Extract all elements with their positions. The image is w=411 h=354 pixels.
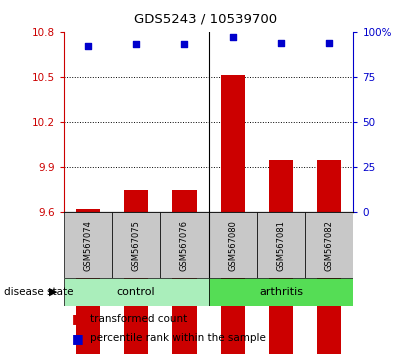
Bar	[172, 190, 196, 354]
Bar	[305, 212, 353, 278]
Bar	[221, 75, 245, 354]
Point	[278, 40, 284, 46]
Text: GSM567076: GSM567076	[180, 219, 189, 271]
Bar	[124, 190, 148, 354]
Bar	[64, 212, 112, 278]
Text: ▶: ▶	[49, 287, 58, 297]
Text: percentile rank within the sample: percentile rank within the sample	[90, 333, 266, 343]
Point	[181, 42, 188, 47]
Text: transformed count: transformed count	[90, 314, 188, 324]
Point	[133, 42, 139, 47]
Bar	[257, 212, 305, 278]
Text: control: control	[117, 287, 155, 297]
Bar	[112, 212, 160, 278]
Bar	[64, 278, 208, 306]
Bar	[209, 278, 353, 306]
Text: GSM567080: GSM567080	[228, 220, 237, 270]
Text: ■: ■	[72, 332, 84, 344]
Point	[229, 34, 236, 40]
Bar	[317, 160, 342, 354]
Text: GSM567081: GSM567081	[277, 220, 286, 270]
Bar	[269, 160, 293, 354]
Bar	[209, 212, 257, 278]
Text: arthritis: arthritis	[259, 287, 303, 297]
Bar	[160, 212, 209, 278]
Point	[326, 40, 332, 46]
Text: GSM567074: GSM567074	[83, 220, 92, 270]
Text: disease state: disease state	[4, 287, 74, 297]
Bar	[76, 210, 100, 354]
Text: ■: ■	[72, 312, 84, 325]
Text: GSM567082: GSM567082	[325, 220, 334, 270]
Text: GDS5243 / 10539700: GDS5243 / 10539700	[134, 12, 277, 25]
Point	[85, 44, 91, 49]
Text: GSM567075: GSM567075	[132, 220, 141, 270]
